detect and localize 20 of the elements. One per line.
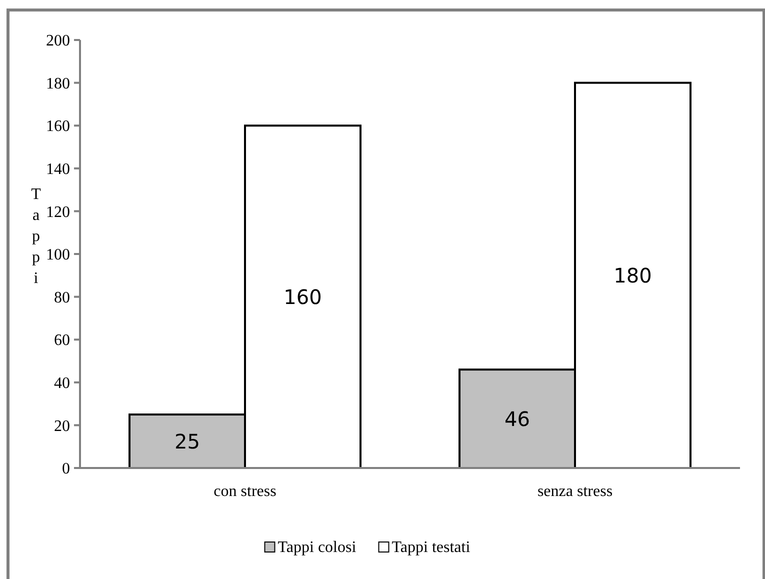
data-label: 25 [174,429,200,454]
data-label: 46 [504,406,530,431]
y-tick-label: 100 [46,246,70,264]
y-tick-label: 200 [46,32,70,50]
y-tick-label: 160 [46,118,70,136]
legend-label: Tappi testati [392,539,471,556]
y-tick-label: 40 [54,375,70,392]
data-label: 180 [614,263,652,288]
y-tick-label: 20 [54,418,70,435]
y-tick-label: 80 [54,289,70,306]
x-tick-label: senza stress [537,483,613,500]
y-tick-label: 60 [54,332,70,350]
y-tick-label: 120 [46,204,70,221]
y-tick-label: 180 [46,75,70,92]
y-tick-label: 0 [62,460,70,478]
data-label: 160 [284,284,322,309]
x-tick-label: con stress [214,483,276,500]
y-axis-title: Tappi [31,186,42,287]
y-tick-label: 140 [46,161,70,178]
legend-label: Tappi colosi [278,539,357,556]
